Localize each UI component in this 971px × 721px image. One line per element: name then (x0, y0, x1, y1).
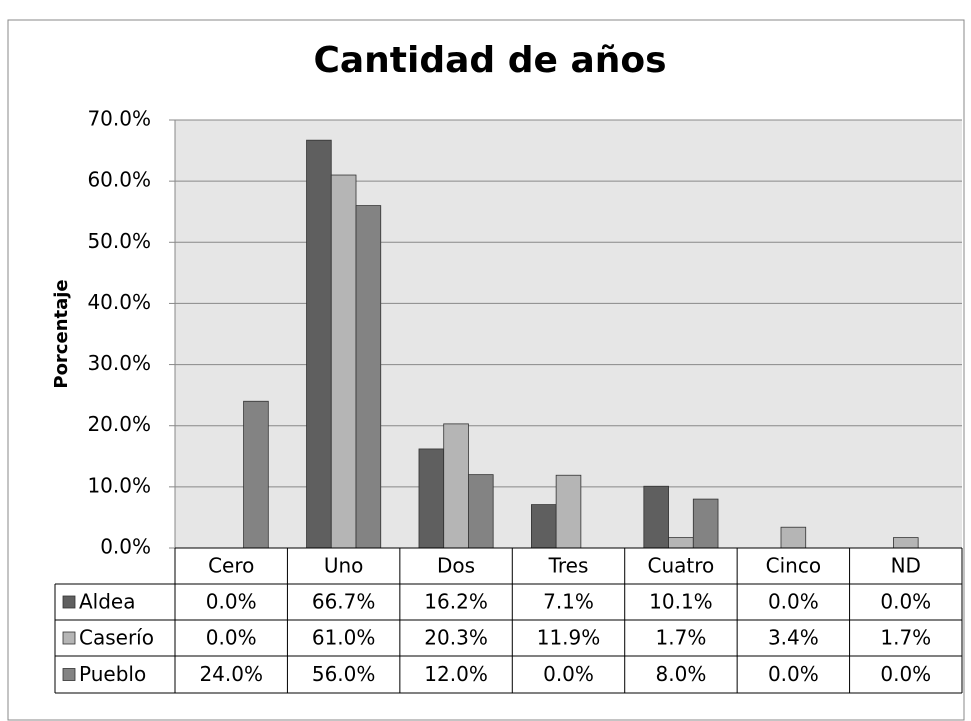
table-value: 1.7% (880, 626, 931, 650)
table-value: 7.1% (543, 590, 594, 614)
table-value: 10.1% (649, 590, 713, 614)
y-tick-label: 40.0% (87, 290, 151, 314)
table-value: 0.0% (768, 662, 819, 686)
y-tick-label: 30.0% (87, 351, 151, 375)
bar (692, 498, 719, 549)
table-value: 0.0% (768, 590, 819, 614)
legend-swatch (62, 631, 76, 645)
bar (306, 139, 332, 549)
x-tick-label: ND (891, 554, 921, 578)
legend-label: Caserío (79, 626, 154, 650)
y-tick-label: 60.0% (87, 168, 151, 192)
table-value: 0.0% (206, 590, 257, 614)
table-value: 11.9% (537, 626, 601, 650)
table-value: 20.3% (424, 626, 488, 650)
bar (643, 485, 669, 549)
table-value: 56.0% (312, 662, 376, 686)
x-tick-label: Uno (324, 554, 364, 578)
table-value: 24.0% (199, 662, 263, 686)
bar (243, 400, 269, 549)
y-tick-label: 10.0% (87, 473, 151, 497)
x-tick-label: Dos (437, 554, 475, 578)
table-value: 3.4% (768, 626, 819, 650)
y-tick-label: 20.0% (87, 412, 151, 436)
table-value: 12.0% (424, 662, 488, 686)
chart-title: Cantidad de años (313, 40, 666, 81)
y-tick-label: 70.0% (87, 107, 151, 131)
legend-swatch (62, 668, 76, 681)
table-value: 61.0% (312, 626, 376, 650)
x-tick-label: Cuatro (648, 554, 715, 578)
bar (330, 174, 357, 549)
table-value: 16.2% (424, 590, 488, 614)
table-value: 0.0% (543, 662, 594, 686)
bar (418, 448, 445, 549)
legend-label: Aldea (79, 590, 136, 614)
legend-label: Pueblo (79, 662, 146, 686)
table-value: 1.7% (656, 626, 707, 650)
bar (530, 504, 557, 549)
bar (355, 205, 382, 549)
table-value: 0.0% (880, 590, 931, 614)
bar (780, 526, 807, 549)
table-value: 0.0% (880, 662, 931, 686)
y-tick-label: 50.0% (87, 229, 151, 253)
y-axis-label: Porcentaje (51, 279, 72, 388)
table-value: 0.0% (206, 626, 257, 650)
bar (893, 537, 919, 549)
legend-swatch (62, 595, 76, 609)
bar (668, 537, 694, 549)
x-tick-label: Cinco (766, 554, 821, 578)
x-tick-label: Tres (548, 554, 589, 578)
table-value: 66.7% (312, 590, 376, 614)
y-tick-label: 0.0% (100, 535, 151, 559)
bar (468, 474, 494, 549)
bar (443, 423, 469, 549)
x-tick-label: Cero (208, 554, 254, 578)
table-value: 8.0% (656, 662, 707, 686)
bar (555, 474, 582, 549)
